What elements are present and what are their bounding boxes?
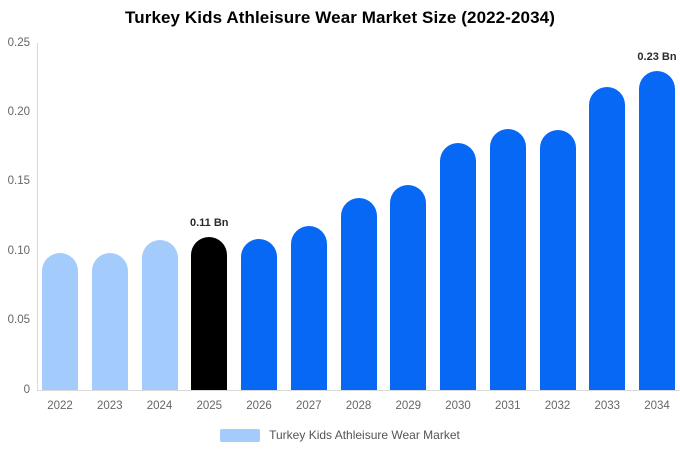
bar-2029[interactable] <box>390 185 427 390</box>
y-tick-0.10: 0.10 <box>7 244 30 257</box>
x-tick-2026: 2026 <box>246 400 272 412</box>
x-axis-line <box>37 390 680 391</box>
x-tick-2032: 2032 <box>544 400 571 412</box>
bar-2032[interactable] <box>539 130 576 390</box>
x-tick-2033: 2033 <box>594 400 621 412</box>
bar-2033[interactable] <box>589 87 626 390</box>
bar-2034[interactable] <box>639 71 675 390</box>
bar-2030[interactable] <box>440 143 476 390</box>
x-tick-2023: 2023 <box>96 400 123 412</box>
legend-swatch <box>220 428 261 442</box>
x-tick-2024: 2024 <box>146 400 173 412</box>
bar-2031[interactable] <box>489 129 526 390</box>
bar-value-label-2025: 0.11 Bn <box>189 217 229 230</box>
x-tick-2027: 2027 <box>295 400 322 412</box>
x-tick-2031: 2031 <box>494 400 521 412</box>
bar-2027[interactable] <box>290 226 327 390</box>
bar-2024[interactable] <box>141 240 178 390</box>
x-tick-2022: 2022 <box>47 400 73 412</box>
chart-title: Turkey Kids Athleisure Wear Market Size … <box>125 8 555 27</box>
x-tick-2029: 2029 <box>395 400 422 412</box>
bar-2022[interactable] <box>42 253 78 390</box>
plot-area: 2022 2023 2024 2025 2026 2027 2028 2029 2030 2031… <box>38 43 680 412</box>
bar-2025[interactable] <box>191 237 228 390</box>
x-tick-2030: 2030 <box>445 400 471 412</box>
legend-label: Turkey Kids Athleisure Wear Market <box>269 428 460 442</box>
x-tick-2025: 2025 <box>196 400 223 412</box>
y-tick-0.25: 0.25 <box>7 36 30 49</box>
bar-2023[interactable] <box>91 253 128 390</box>
bar-2028[interactable] <box>340 198 377 390</box>
y-axis-line <box>37 43 38 390</box>
bar-2026[interactable] <box>241 239 277 390</box>
legend-item[interactable]: Turkey Kids Athleisure Wear Market <box>0 427 680 443</box>
y-tick-0.15: 0.15 <box>7 175 30 188</box>
x-tick-2028: 2028 <box>345 400 372 412</box>
y-tick-0.20: 0.20 <box>7 105 30 118</box>
y-tick-0: 0 <box>23 383 30 396</box>
y-tick-0.05: 0.05 <box>7 314 30 327</box>
x-tick-2034: 2034 <box>644 400 670 412</box>
bar-value-label-2034: 0.23 Bn <box>637 50 677 63</box>
